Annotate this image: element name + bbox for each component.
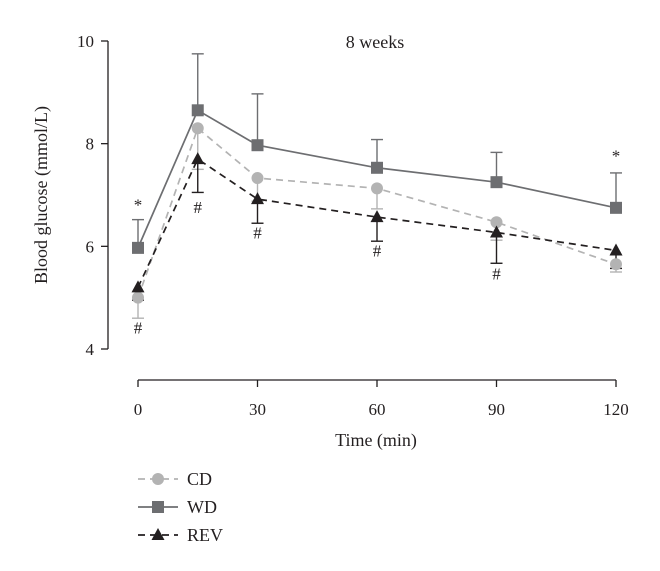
legend-marker-cd [152, 473, 164, 485]
y-axis-title: Blood glucose (mmol/L) [31, 106, 52, 284]
chart-title: 8 weeks [346, 32, 404, 52]
x-axis-title: Time (min) [335, 430, 417, 451]
x-tick-label: 60 [369, 400, 386, 419]
significance-hash: # [373, 242, 382, 261]
significance-hash: # [253, 224, 262, 243]
significance-asterisk: * [134, 195, 143, 214]
data-point-cd [371, 182, 383, 195]
legend-marker-rev [151, 528, 165, 540]
data-point-cd [191, 122, 204, 135]
series-line-wd [137, 109, 617, 249]
data-point-rev [131, 280, 145, 293]
x-tick-label: 30 [249, 400, 266, 419]
data-point-wd [610, 201, 622, 214]
x-tick-label: 90 [488, 400, 505, 419]
data-point-rev [251, 192, 264, 205]
data-point-cd [610, 258, 622, 271]
y-tick-label: 6 [86, 237, 95, 256]
data-point-cd [490, 216, 503, 229]
data-point-rev [370, 210, 384, 223]
x-tick-label: 120 [603, 400, 629, 419]
significance-asterisk: * [612, 147, 621, 166]
series-markers [131, 104, 623, 304]
series-line-cd [137, 126, 617, 298]
data-point-rev [191, 152, 205, 165]
data-point-rev [609, 243, 623, 256]
legend: CD WD REV [138, 469, 223, 545]
x-tick-label: 0 [134, 400, 143, 419]
significance-hash: # [492, 265, 501, 284]
data-point-wd [251, 139, 264, 152]
y-tick-label: 4 [86, 340, 95, 359]
legend-label-rev: REV [187, 525, 223, 545]
y-tick-label: 10 [77, 32, 94, 51]
significance-annotations: * # # # # # * [134, 147, 621, 338]
data-point-rev [490, 225, 503, 238]
data-point-wd [191, 104, 204, 117]
data-point-cd [132, 291, 144, 304]
legend-label-wd: WD [187, 497, 217, 517]
y-tick-label: 8 [86, 135, 95, 154]
axes: 4 6 8 10 0 30 60 90 120 [77, 32, 629, 419]
significance-hash: # [194, 198, 203, 217]
legend-marker-wd [152, 501, 164, 513]
legend-label-cd: CD [187, 469, 212, 489]
data-point-wd [371, 161, 383, 174]
data-point-cd [251, 172, 264, 185]
data-point-wd [132, 241, 144, 254]
data-point-wd [490, 176, 503, 189]
series-line-rev [137, 157, 617, 288]
series-lines [137, 109, 617, 298]
significance-hash: # [134, 319, 143, 338]
